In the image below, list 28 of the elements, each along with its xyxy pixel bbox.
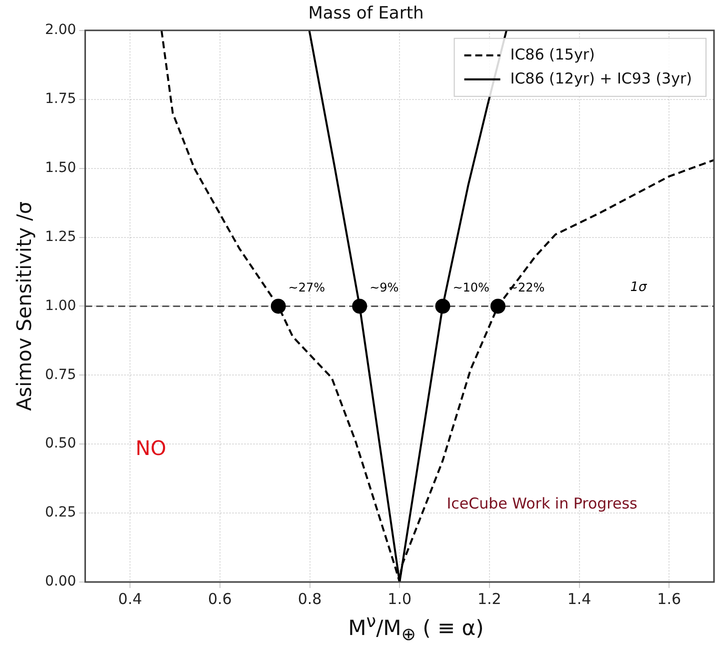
x-axis-title: M$^{ν}$/M$_{⊕}$ ( ≡ α): [347, 612, 485, 646]
annotation: ~27%: [288, 280, 326, 294]
y-tick-label: 0.50: [45, 436, 76, 452]
x-tick-label: 1.0: [388, 590, 412, 608]
y-tick-label: 0.25: [45, 504, 76, 521]
x-tick-label: 0.4: [118, 590, 142, 608]
y-axis-title: Asimov Sensitivity /σ: [12, 201, 36, 411]
y-tick-label: 1.50: [45, 160, 76, 176]
ref-line-label: 1σ: [630, 280, 648, 296]
annotation: NO: [135, 436, 166, 460]
y-tick-label: 1.00: [45, 298, 76, 314]
annotation: ~22%: [508, 280, 545, 294]
annotation: IceCube Work in Progress: [446, 494, 638, 513]
y-tick-label: 0.00: [45, 574, 76, 590]
y-tick-label: 1.75: [45, 90, 76, 107]
chart-title: Mass of Earth: [308, 4, 424, 24]
legend-label: IC86 (15yr): [510, 45, 595, 64]
x-tick-label: 1.2: [477, 590, 502, 608]
y-tick-label: 0.75: [45, 366, 76, 383]
x-tick-label: 0.8: [298, 590, 322, 608]
y-tick-label: 1.25: [45, 228, 76, 245]
annotation: ~10%: [452, 280, 490, 294]
annotation: ~9%: [370, 280, 399, 294]
y-tick-label: 2.00: [45, 22, 76, 38]
legend-label: IC86 (12yr) + IC93 (3yr): [510, 69, 692, 88]
x-tick-label: 0.6: [208, 590, 232, 608]
x-tick-label: 1.4: [567, 590, 592, 608]
x-tick-label: 1.6: [657, 590, 682, 608]
